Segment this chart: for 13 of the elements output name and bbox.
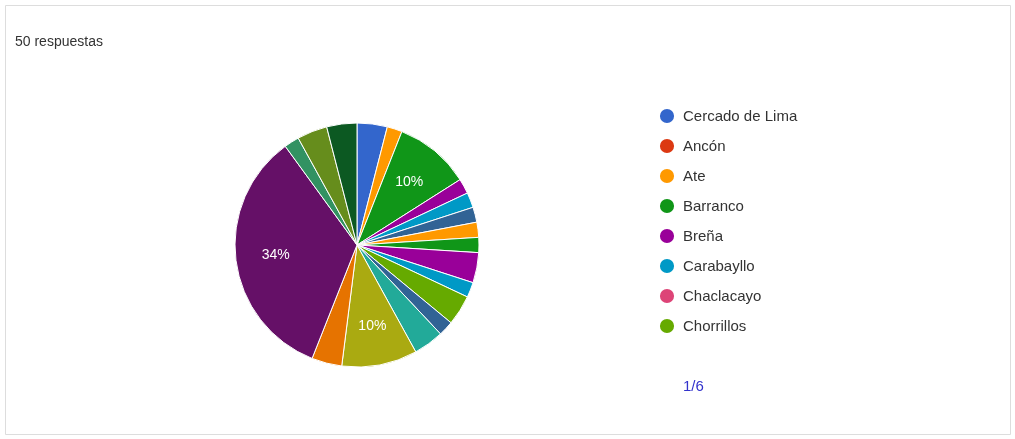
legend-label: Barranco (683, 197, 744, 214)
legend-label: Chorrillos (683, 317, 747, 334)
data-label: 10% (358, 316, 387, 333)
legend-label: Carabayllo (683, 257, 755, 274)
data-label: 10% (395, 172, 424, 189)
data-label: 34% (261, 246, 290, 263)
text: 50 respuestas (15, 33, 103, 49)
legend-label: Ancón (683, 137, 726, 154)
legend-label: Ate (683, 167, 706, 184)
legend-label: Breña (683, 227, 724, 244)
legend-label: Chaclacayo (683, 287, 762, 304)
text: 1/6 (683, 377, 704, 394)
legend-label: Cercado de Lima (683, 107, 798, 124)
